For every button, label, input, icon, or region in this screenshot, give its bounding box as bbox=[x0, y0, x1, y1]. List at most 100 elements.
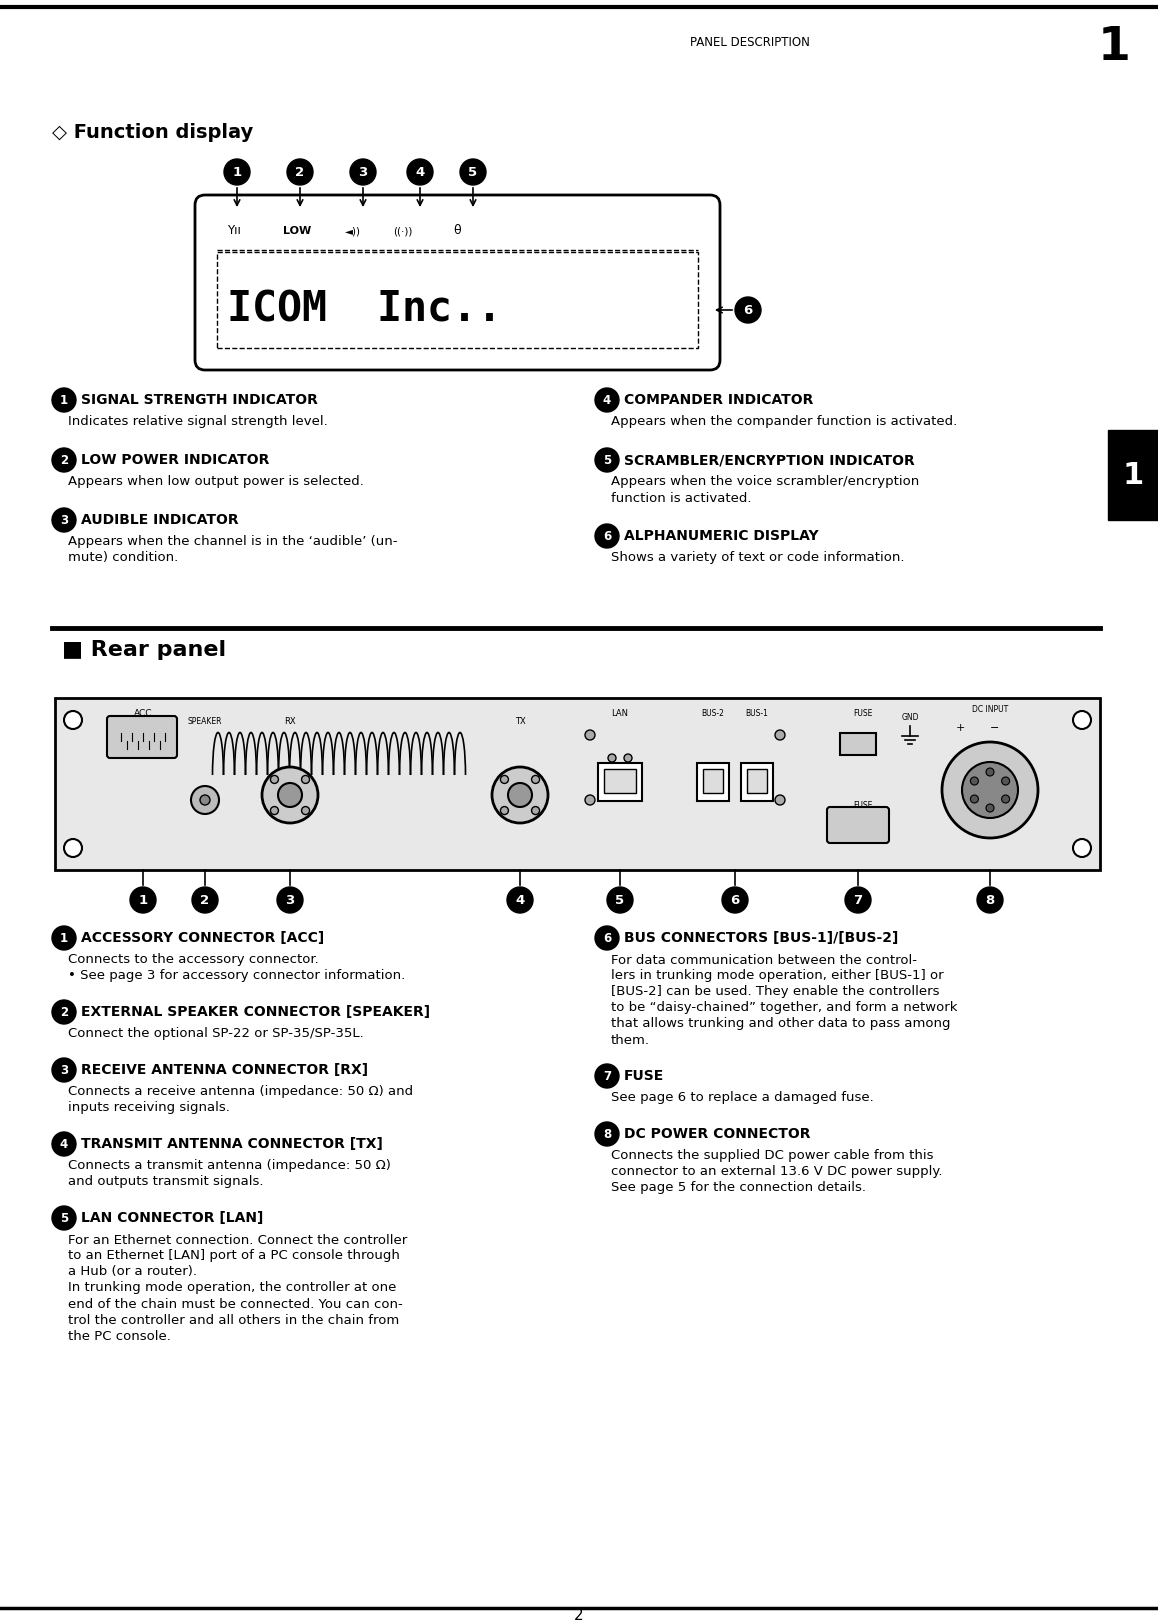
Text: TX: TX bbox=[514, 718, 526, 726]
Text: 4: 4 bbox=[515, 893, 525, 906]
Circle shape bbox=[508, 783, 532, 807]
Text: 4: 4 bbox=[603, 394, 611, 407]
Text: function is activated.: function is activated. bbox=[611, 491, 752, 504]
Text: SPEAKER: SPEAKER bbox=[188, 718, 222, 726]
Text: them.: them. bbox=[611, 1034, 650, 1047]
Text: EXTERNAL SPEAKER CONNECTOR [SPEAKER]: EXTERNAL SPEAKER CONNECTOR [SPEAKER] bbox=[81, 1005, 430, 1020]
Text: 2: 2 bbox=[60, 1005, 68, 1018]
Text: 4: 4 bbox=[416, 165, 425, 178]
Circle shape bbox=[977, 887, 1003, 913]
Circle shape bbox=[192, 887, 218, 913]
Text: For data communication between the control-: For data communication between the contr… bbox=[611, 953, 917, 966]
Circle shape bbox=[492, 767, 548, 823]
Circle shape bbox=[775, 794, 785, 806]
Text: to be “daisy-chained” together, and form a network: to be “daisy-chained” together, and form… bbox=[611, 1002, 958, 1015]
Circle shape bbox=[271, 807, 278, 815]
Circle shape bbox=[507, 887, 533, 913]
Text: 7: 7 bbox=[853, 893, 863, 906]
Text: Appears when low output power is selected.: Appears when low output power is selecte… bbox=[68, 475, 364, 488]
FancyBboxPatch shape bbox=[107, 716, 177, 759]
Circle shape bbox=[223, 159, 250, 185]
Circle shape bbox=[52, 507, 76, 532]
Text: See page 5 for the connection details.: See page 5 for the connection details. bbox=[611, 1182, 866, 1195]
Circle shape bbox=[607, 887, 633, 913]
Text: inputs receiving signals.: inputs receiving signals. bbox=[68, 1102, 230, 1115]
Text: Connect the optional SP-22 or SP-35/SP-35L.: Connect the optional SP-22 or SP-35/SP-3… bbox=[68, 1028, 364, 1041]
Circle shape bbox=[608, 754, 616, 762]
Circle shape bbox=[500, 807, 508, 815]
Text: LOW: LOW bbox=[283, 225, 312, 237]
Text: PANEL DESCRIPTION: PANEL DESCRIPTION bbox=[690, 36, 809, 49]
Circle shape bbox=[52, 1131, 76, 1156]
Text: For an Ethernet connection. Connect the controller: For an Ethernet connection. Connect the … bbox=[68, 1234, 408, 1247]
Text: BUS-2: BUS-2 bbox=[702, 708, 725, 718]
Text: 3: 3 bbox=[60, 514, 68, 527]
Circle shape bbox=[64, 712, 82, 729]
Text: 1: 1 bbox=[1122, 460, 1144, 490]
Bar bbox=[604, 768, 636, 793]
Circle shape bbox=[64, 840, 82, 858]
Text: ALPHANUMERIC DISPLAY: ALPHANUMERIC DISPLAY bbox=[624, 528, 819, 543]
Text: 3: 3 bbox=[358, 165, 367, 178]
FancyBboxPatch shape bbox=[195, 195, 720, 370]
Circle shape bbox=[200, 794, 210, 806]
Text: 1: 1 bbox=[60, 932, 68, 945]
Circle shape bbox=[595, 447, 620, 472]
Circle shape bbox=[52, 387, 76, 412]
Text: BUS CONNECTORS [BUS-1]/[BUS-2]: BUS CONNECTORS [BUS-1]/[BUS-2] bbox=[624, 930, 899, 945]
Text: RX: RX bbox=[284, 718, 295, 726]
Text: lers in trunking mode operation, either [BUS-1] or: lers in trunking mode operation, either … bbox=[611, 969, 944, 982]
Circle shape bbox=[970, 794, 979, 802]
Bar bbox=[217, 251, 698, 349]
Circle shape bbox=[52, 1000, 76, 1024]
Circle shape bbox=[962, 762, 1018, 819]
Circle shape bbox=[130, 887, 156, 913]
Text: DC POWER CONNECTOR: DC POWER CONNECTOR bbox=[624, 1127, 811, 1141]
Text: the PC console.: the PC console. bbox=[68, 1329, 171, 1342]
Text: 1: 1 bbox=[139, 893, 147, 906]
Text: In trunking mode operation, the controller at one: In trunking mode operation, the controll… bbox=[68, 1282, 396, 1295]
Bar bbox=[741, 763, 774, 801]
Text: SIGNAL STRENGTH INDICATOR: SIGNAL STRENGTH INDICATOR bbox=[81, 392, 318, 407]
Circle shape bbox=[845, 887, 871, 913]
Text: Connects a receive antenna (impedance: 50 Ω) and: Connects a receive antenna (impedance: 5… bbox=[68, 1086, 413, 1099]
Circle shape bbox=[301, 775, 309, 783]
Circle shape bbox=[460, 159, 486, 185]
Text: LOW POWER INDICATOR: LOW POWER INDICATOR bbox=[81, 452, 270, 467]
Text: mute) condition.: mute) condition. bbox=[68, 551, 178, 564]
Text: 7: 7 bbox=[603, 1070, 611, 1083]
Text: Indicates relative signal strength level.: Indicates relative signal strength level… bbox=[68, 415, 328, 428]
Circle shape bbox=[277, 887, 303, 913]
Circle shape bbox=[191, 786, 219, 814]
Circle shape bbox=[52, 926, 76, 950]
Text: ICOM  Inc..: ICOM Inc.. bbox=[227, 289, 503, 331]
Bar bbox=[747, 768, 767, 793]
Text: 8: 8 bbox=[985, 893, 995, 906]
Text: 1: 1 bbox=[1098, 26, 1131, 70]
Text: GND: GND bbox=[901, 713, 918, 723]
Text: end of the chain must be connected. You can con-: end of the chain must be connected. You … bbox=[68, 1297, 403, 1310]
Circle shape bbox=[595, 1063, 620, 1088]
Text: 5: 5 bbox=[615, 893, 624, 906]
Text: DC INPUT: DC INPUT bbox=[972, 705, 1009, 715]
Text: 1: 1 bbox=[233, 165, 242, 178]
Text: AUDIBLE INDICATOR: AUDIBLE INDICATOR bbox=[81, 512, 239, 527]
Bar bbox=[840, 733, 875, 755]
Circle shape bbox=[262, 767, 318, 823]
Text: FUSE: FUSE bbox=[853, 801, 873, 809]
Text: Appears when the compander function is activated.: Appears when the compander function is a… bbox=[611, 415, 958, 428]
Circle shape bbox=[595, 387, 620, 412]
Circle shape bbox=[585, 729, 595, 741]
Text: to an Ethernet [LAN] port of a PC console through: to an Ethernet [LAN] port of a PC consol… bbox=[68, 1250, 400, 1263]
Circle shape bbox=[532, 807, 540, 815]
Text: BUS-1: BUS-1 bbox=[746, 708, 769, 718]
Circle shape bbox=[350, 159, 376, 185]
Text: Shows a variety of text or code information.: Shows a variety of text or code informat… bbox=[611, 551, 904, 564]
Circle shape bbox=[985, 804, 994, 812]
Text: Connects a transmit antenna (impedance: 50 Ω): Connects a transmit antenna (impedance: … bbox=[68, 1159, 391, 1172]
Text: trol the controller and all others in the chain from: trol the controller and all others in th… bbox=[68, 1313, 400, 1326]
Circle shape bbox=[624, 754, 632, 762]
Text: 3: 3 bbox=[285, 893, 294, 906]
Text: 4: 4 bbox=[60, 1138, 68, 1151]
Text: that allows trunking and other data to pass among: that allows trunking and other data to p… bbox=[611, 1018, 951, 1031]
